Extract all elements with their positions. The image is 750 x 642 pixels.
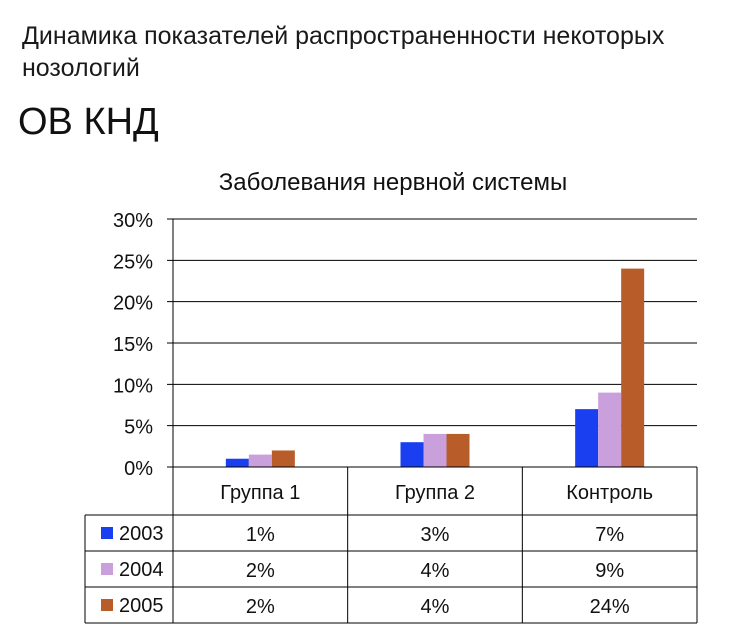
slide-heading: Динамика показателей распространенности …	[22, 22, 665, 82]
bar	[400, 442, 424, 467]
axes: 0% 5% 10% 15% 20% 25% 30%	[113, 210, 174, 480]
bar	[598, 392, 622, 467]
bar	[248, 454, 272, 467]
category-label: Группа 1	[220, 482, 300, 504]
bar	[575, 409, 599, 467]
data-label: 4%	[421, 560, 450, 582]
data-table: Группа 1 Группа 2 Контроль 2003 1% 3% 7% 2004 2%…	[84, 466, 698, 624]
legend-label: 2005	[119, 595, 164, 617]
data-label: 24%	[590, 596, 630, 618]
y-tick-label: 25%	[113, 251, 153, 273]
data-label: 7%	[595, 524, 624, 546]
bar	[446, 433, 470, 467]
legend-swatch	[101, 599, 113, 611]
legend-swatch	[101, 563, 113, 575]
y-tick-label: 30%	[113, 210, 153, 232]
bar	[423, 433, 447, 467]
y-tick-label: 20%	[113, 293, 153, 315]
bars	[225, 268, 645, 467]
legend-swatch	[101, 527, 113, 539]
y-tick-label: 5%	[124, 417, 153, 439]
y-tick-label: 15%	[113, 334, 153, 356]
y-tick-label: 0%	[124, 458, 153, 480]
bar	[621, 268, 645, 467]
data-label: 1%	[246, 524, 275, 546]
bar	[271, 450, 295, 467]
slide-subheading: ОВ КНД	[18, 101, 159, 143]
data-label: 2%	[246, 560, 275, 582]
chart-title: Заболевания нервной системы	[219, 169, 568, 196]
category-label: Контроль	[566, 482, 653, 504]
data-label: 4%	[421, 596, 450, 618]
category-label: Группа 2	[395, 482, 475, 504]
legend-label: 2004	[119, 559, 164, 581]
data-label: 9%	[595, 560, 624, 582]
data-label: 3%	[421, 524, 450, 546]
legend-label: 2003	[119, 523, 164, 545]
data-label: 2%	[246, 596, 275, 618]
bar	[225, 458, 249, 467]
y-tick-label: 10%	[113, 375, 153, 397]
